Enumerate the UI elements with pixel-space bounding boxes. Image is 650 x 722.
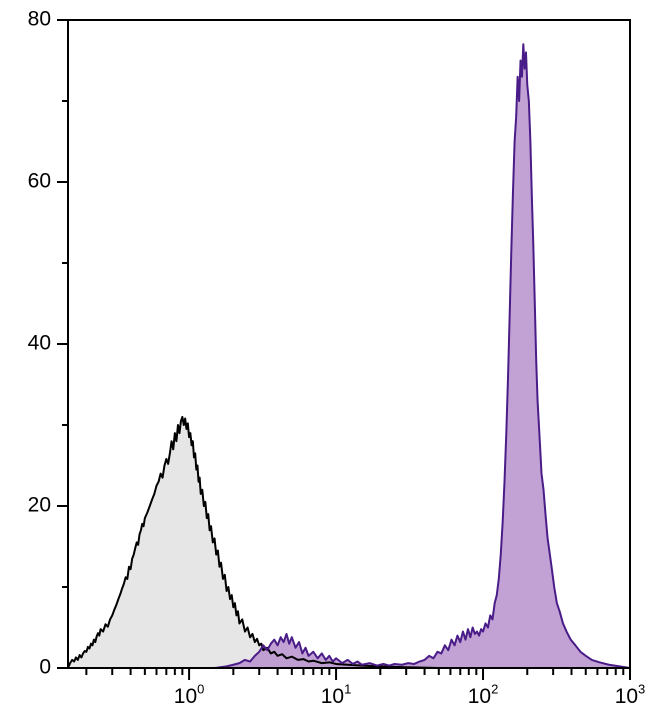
y-tick-label: 40 (28, 332, 51, 355)
chart-svg: 020406080100101102103 (0, 0, 650, 722)
y-tick-label: 20 (28, 494, 51, 517)
y-tick-label: 80 (28, 8, 51, 31)
y-tick-label: 60 (28, 170, 51, 193)
flow-cytometry-histogram: 020406080100101102103 (0, 0, 650, 722)
y-tick-label: 0 (39, 656, 51, 679)
